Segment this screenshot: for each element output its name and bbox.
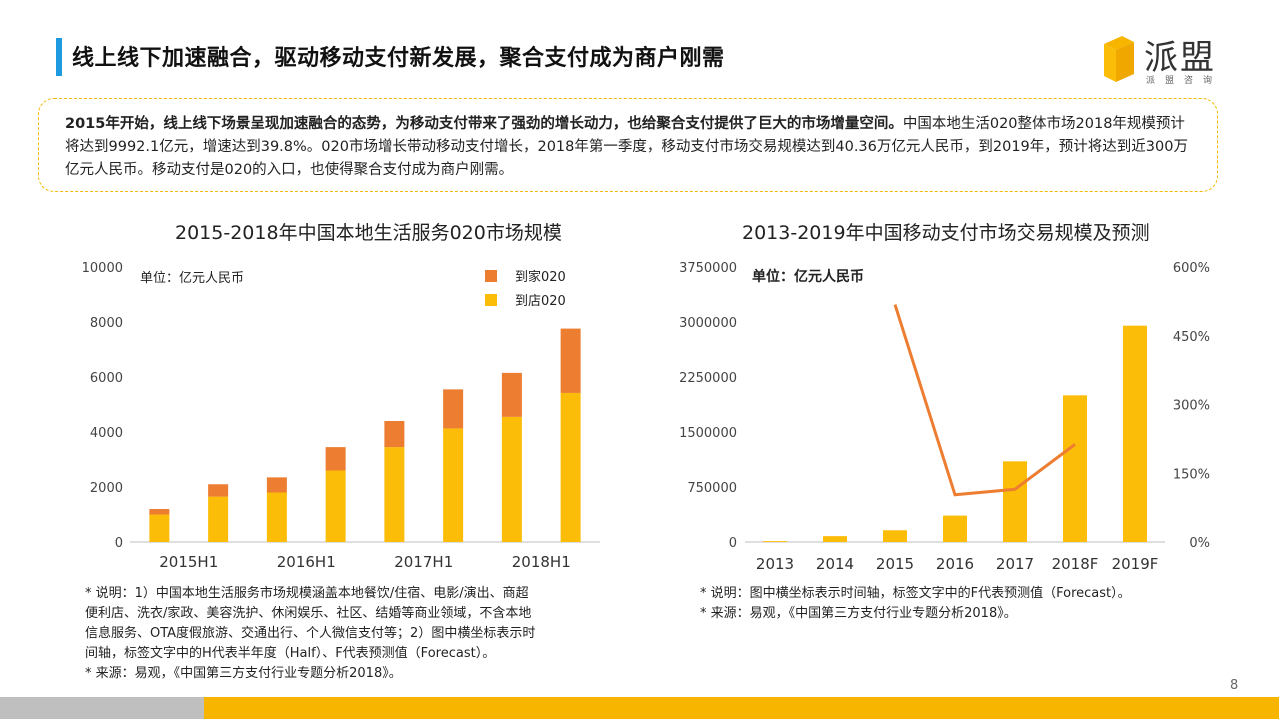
unit-label: 单位：亿元人民币 (140, 271, 244, 286)
legend-swatch (485, 270, 497, 282)
bar-dao-jia (149, 509, 170, 515)
legend-label: 到家020 (515, 269, 566, 285)
y2-tick-label: 150% (1173, 467, 1210, 482)
bar-dao-jia (384, 421, 405, 448)
y2-tick-label: 450% (1173, 330, 1210, 345)
footer-yellow-segment (204, 697, 1279, 719)
y-tick-label: 4000 (90, 426, 123, 441)
x-tick-label: 2015 (876, 555, 914, 573)
right-chart-title: 2013-2019年中国移动支付市场交易规模及预测 (742, 222, 1150, 244)
y2-tick-label: 300% (1173, 399, 1210, 414)
bar-dao-dian (501, 416, 522, 542)
y-tick-label: 8000 (90, 316, 123, 331)
bar-payment-volume (763, 541, 787, 542)
bar-dao-dian (266, 492, 287, 542)
bar-dao-dian (384, 447, 405, 542)
x-tick-label: 2018F (1052, 555, 1099, 573)
footer-gray-segment (0, 697, 204, 719)
y-tick-label: 2250000 (679, 371, 737, 386)
bar-dao-dian (560, 392, 581, 542)
bar-payment-volume (1063, 395, 1087, 542)
summary-bold: 2015年开始，线上线下场景呈现加速融合的态势，为移动支付带来了强劲的增长动力，… (65, 116, 903, 132)
logo-cube-icon (1104, 36, 1134, 82)
logo-text: 派盟 (1144, 38, 1216, 78)
right-notes: * 说明：图中横坐标表示时间轴，标签文字中的F代表预测值（Forecast）。 … (700, 584, 1131, 624)
y-tick-label: 6000 (90, 371, 123, 386)
title-accent-bar (56, 38, 62, 76)
note-line: 间轴，标签文字中的H代表半年度（Half）、F代表预测值（Forecast）。 (85, 646, 496, 661)
x-tick-label: 2014 (816, 555, 854, 573)
bar-dao-dian (443, 428, 464, 542)
bar-dao-dian (149, 514, 170, 542)
bar-payment-volume (1003, 461, 1027, 542)
note-line: * 说明：图中横坐标表示时间轴，标签文字中的F代表预测值（Forecast）。 (700, 586, 1131, 601)
x-tick-label: 2017 (996, 555, 1034, 573)
y-tick-label: 750000 (687, 481, 737, 496)
left-chart-title: 2015-2018年中国本地生活服务020市场规模 (175, 222, 562, 244)
y2-tick-label: 600% (1173, 261, 1210, 276)
summary-text: 中国本地生活020整体市场2018年规模预计将达到9992.1亿元，增速达到39… (65, 116, 1188, 178)
y-tick-label: 0 (115, 536, 123, 551)
logo-subtext: 派盟咨询 (1146, 76, 1223, 86)
page-title: 线上线下加速融合，驱动移动支付新发展，聚合支付成为商户刚需 (72, 46, 725, 71)
x-tick-label: 2016H1 (277, 553, 336, 571)
note-line: 信息服务、OTA度假旅游、交通出行、个人微信支付等；2）图中横坐标表示时 (85, 626, 536, 641)
y-tick-label: 0 (729, 536, 737, 551)
bar-dao-jia (325, 447, 346, 471)
x-tick-label: 2013 (756, 555, 794, 573)
note-line: * 说明：1）中国本地生活服务市场规模涵盖本地餐饮/住宿、电影/演出、商超 (85, 586, 529, 601)
y-tick-label: 1500000 (679, 426, 737, 441)
bar-dao-dian (325, 470, 346, 542)
bar-payment-volume (883, 530, 907, 542)
bar-dao-jia (208, 484, 229, 497)
bar-payment-volume (943, 515, 967, 542)
bar-dao-jia (560, 328, 581, 393)
page-number: 8 (1230, 678, 1239, 693)
x-tick-label: 2019F (1112, 555, 1159, 573)
y-tick-label: 2000 (90, 481, 123, 496)
summary-box: 2015年开始，线上线下场景呈现加速融合的态势，为移动支付带来了强劲的增长动力，… (38, 98, 1218, 192)
x-tick-label: 2015H1 (159, 553, 218, 571)
mobile-payment-chart: 0 750000 1500000 2250000 3000000 3750000 0% 150… (679, 261, 1210, 573)
note-line: * 来源：易观，《中国第三方支付行业专题分析2018》。 (700, 606, 1017, 621)
bar-dao-jia (501, 372, 522, 417)
footer-bar (0, 697, 1279, 719)
bar-dao-jia (443, 389, 464, 429)
x-tick-label: 2017H1 (394, 553, 453, 571)
y-tick-label: 10000 (82, 261, 123, 276)
x-tick-label: 2018H1 (512, 553, 571, 571)
note-line: 便利店、洗衣/家政、美容洗护、休闲娱乐、社区、结婚等商业领域，不含本地 (85, 606, 532, 621)
growth-rate-line (893, 304, 1076, 497)
legend-label: 到店020 (515, 294, 566, 309)
note-line: * 来源：易观，《中国第三方支付行业专题分析2018》。 (85, 666, 402, 681)
brand-logo: 派盟 派盟咨询 (1100, 30, 1230, 86)
y2-tick-label: 0% (1189, 536, 1210, 551)
bar-dao-dian (208, 496, 229, 542)
x-tick-label: 2016 (936, 555, 974, 573)
left-notes: * 说明：1）中国本地生活服务市场规模涵盖本地餐饮/住宿、电影/演出、商超 便利… (85, 584, 535, 684)
unit-label: 单位：亿元人民币 (752, 268, 864, 285)
bar-payment-volume (1123, 325, 1147, 542)
o2o-market-chart: 0 2000 4000 6000 8000 10000 2015H1 2016H1 2017H1… (82, 261, 600, 571)
y-tick-label: 3000000 (679, 316, 737, 331)
bar-dao-jia (266, 477, 287, 493)
legend-swatch (485, 294, 497, 306)
bar-payment-volume (823, 536, 847, 542)
y-tick-label: 3750000 (679, 261, 737, 276)
